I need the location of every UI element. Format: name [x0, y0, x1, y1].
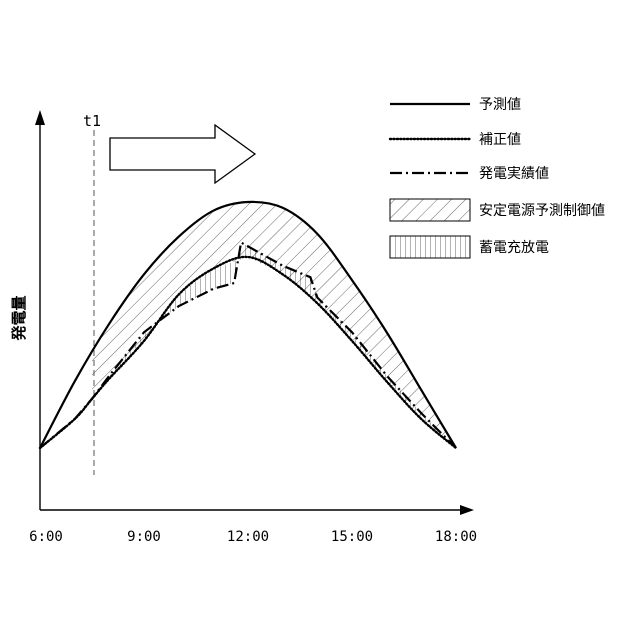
legend-label: 安定電源予測制御値: [479, 203, 605, 219]
y-axis-label-text: 発電量: [10, 295, 28, 341]
y-axis-arrow: [35, 110, 45, 125]
t1-marker-label: t1: [83, 112, 101, 130]
x-axis-arrow: [460, 505, 474, 515]
legend: 予測値補正値発電実績値安定電源予測制御値蓄電充放電: [390, 97, 605, 258]
legend-item: 予測値: [390, 97, 521, 113]
legend-item: 発電実績値: [390, 166, 549, 182]
y-axis-label: 発電量: [10, 295, 28, 341]
legend-item: 蓄電充放電: [390, 236, 549, 258]
legend-swatch-vertical-hatch: [390, 236, 470, 258]
axes: [35, 110, 474, 515]
legend-item: 補正値: [390, 132, 521, 148]
x-tick-label: 18:00: [435, 529, 477, 545]
x-tick-label: 12:00: [227, 529, 269, 545]
legend-label: 蓄電充放電: [479, 240, 549, 256]
x-tick-label: 9:00: [127, 529, 161, 545]
time-direction-arrow: [110, 125, 255, 183]
legend-label: 補正値: [479, 132, 521, 148]
x-tick-label: 15:00: [331, 529, 373, 545]
legend-label: 発電実績値: [479, 166, 549, 182]
legend-swatch-diagonal-hatch: [390, 199, 470, 221]
x-tick-label: 6:00: [29, 529, 63, 545]
legend-item: 安定電源予測制御値: [390, 199, 605, 221]
legend-label: 予測値: [479, 97, 521, 113]
